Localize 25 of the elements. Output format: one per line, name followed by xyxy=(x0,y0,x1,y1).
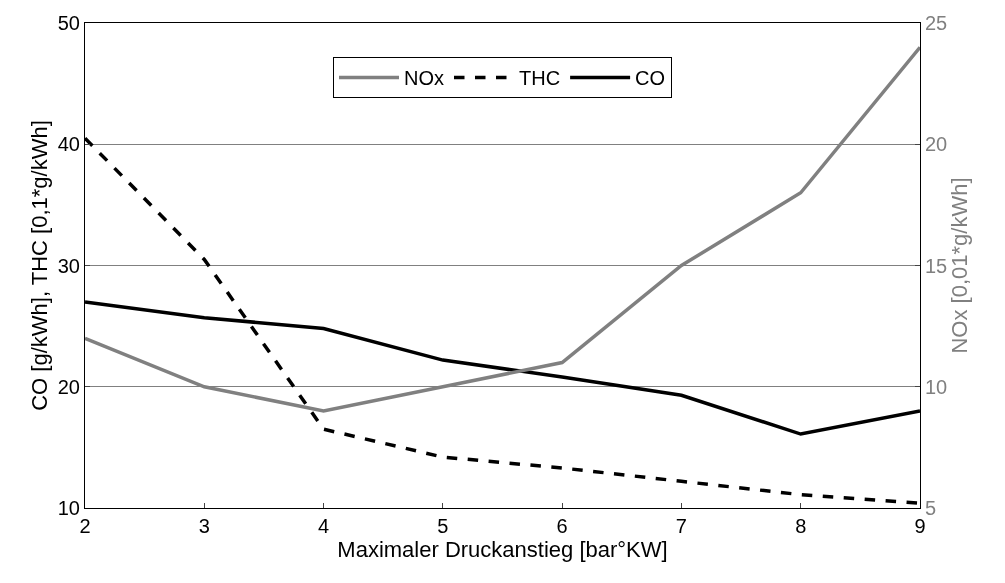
y-tick-label: 20 xyxy=(57,375,80,398)
y-tick-label: 40 xyxy=(57,133,80,156)
x-tick-label: 2 xyxy=(79,515,91,537)
y2-tick-label: 15 xyxy=(925,254,948,277)
y2-tick-label: 5 xyxy=(925,497,937,519)
y2-tick-label: 10 xyxy=(925,375,948,398)
line-series xyxy=(85,45,920,413)
legend-label: NOx xyxy=(404,67,444,90)
y-axis-title: CO [g/kWh], THC [0,1*g/kWh] xyxy=(26,120,52,411)
x-tick-label: 8 xyxy=(795,515,807,537)
y-tick-label: 10 xyxy=(57,497,80,519)
x-tick-label: 7 xyxy=(675,515,687,537)
y-tick-label: 30 xyxy=(57,254,80,277)
x-tick-label: 4 xyxy=(318,515,330,537)
y2-axis-title: NOx [0,01*g/kWh] xyxy=(947,177,973,354)
x-tick-label: 5 xyxy=(437,515,449,537)
y-tick-label: 50 xyxy=(57,12,80,34)
y2-tick-label: 20 xyxy=(925,133,948,156)
x-axis-title: Maximaler Druckanstieg [bar°KW] xyxy=(337,537,668,562)
x-tick-label: 9 xyxy=(914,515,926,537)
y2-tick-label: 25 xyxy=(925,12,948,34)
legend-label: CO xyxy=(635,67,666,90)
legend-label: THC xyxy=(519,67,561,90)
x-tick-label: 6 xyxy=(556,515,568,537)
x-tick-label: 3 xyxy=(198,515,210,537)
